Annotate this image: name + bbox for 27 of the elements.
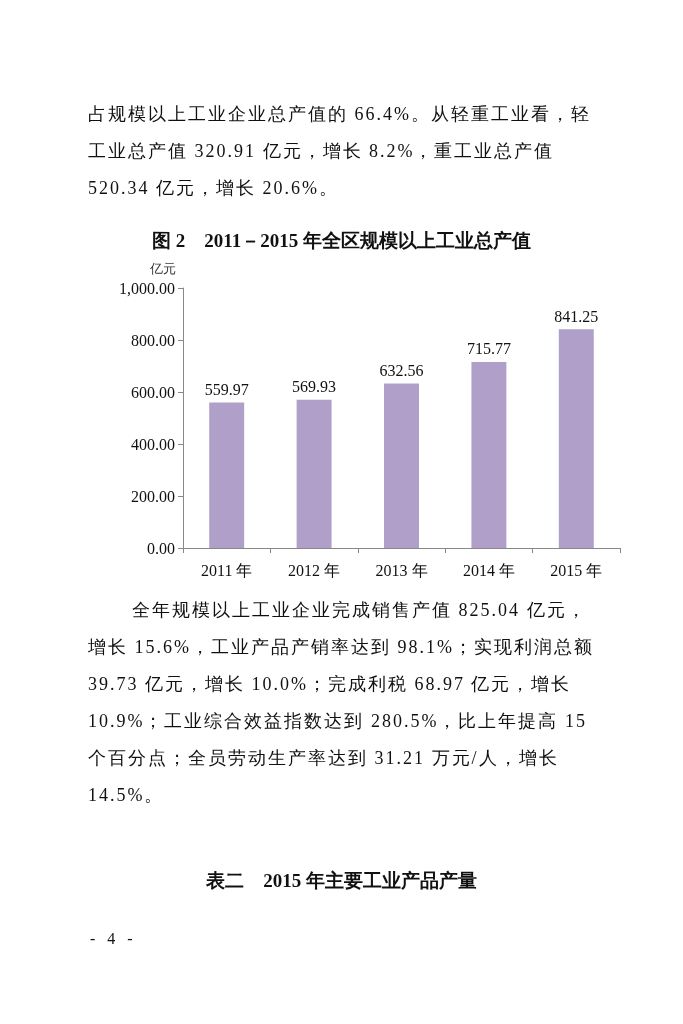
chart-title: 图 2 2011－2015 年全区规模以上工业总产值 [151, 229, 532, 253]
x-tick-label: 2014 年 [462, 561, 515, 579]
bar [471, 361, 507, 548]
y-tick-label: 400.00 [131, 435, 175, 453]
bar [384, 383, 419, 548]
x-tick-label: 2011 年 [201, 561, 253, 579]
data-label: 559.97 [204, 380, 249, 398]
text: - 4 - [90, 930, 137, 948]
bar [558, 329, 594, 548]
y-tick-label: 600.00 [131, 383, 175, 401]
text: 表二 2015 年主要工业产品产量 [205, 869, 478, 893]
text: 占规模以上工业企业总产值的 66.4%。从轻重工业看，轻工业总产值 320.91 亿元，增长 8.2%，重工业总产值 520.34 亿元，增长 20.6%。 [88, 103, 592, 200]
y-tick-label: 800.00 [131, 331, 175, 349]
y-tick-label: 0.00 [147, 539, 175, 557]
y-tick-label: 200.00 [131, 487, 175, 505]
data-label: 841.25 [554, 307, 599, 325]
data-label: 632.56 [379, 362, 424, 380]
x-tick-label: 2015 年 [550, 561, 603, 579]
x-tick-label: 2013 年 [375, 561, 428, 579]
data-label: 715.77 [466, 340, 511, 358]
y-tick-label: 1,000.00 [119, 279, 175, 297]
x-tick-label: 2012 年 [288, 561, 341, 579]
data-label: 569.93 [292, 378, 337, 396]
bar [296, 399, 332, 548]
y-axis-title: 亿元 [150, 260, 176, 278]
text: 全年规模以上工业企业完成销售产值 825.04 亿元，增长 15.6%，工业产品产销率达到 98.1%；实现利润总额 39.73 亿元，增长 10.0%；完成利税 68.97 亿元，增长 10.9%；工业综合效益指数达到 280.5%，比上年提高 15 个百分点；全员劳动生产率达到 31.21 万元/人，增长 14.5%。 [88, 599, 595, 807]
bar [209, 402, 245, 548]
